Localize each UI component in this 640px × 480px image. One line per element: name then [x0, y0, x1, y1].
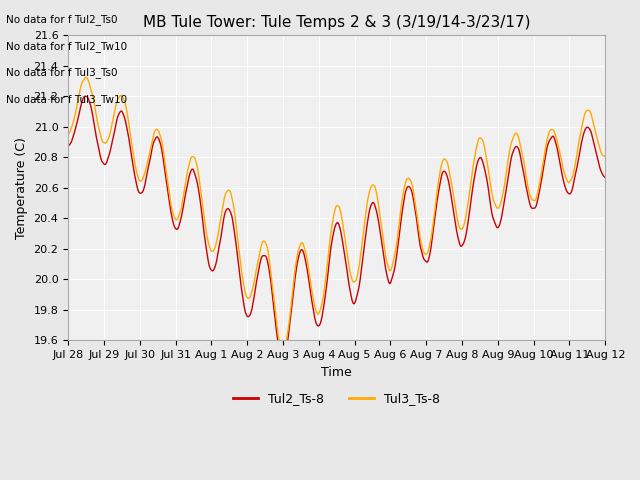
Tul2_Ts-8 [213, 257, 221, 263]
Tul2_Ts-8 [278, 361, 286, 367]
Tul3_Ts-8 [419, 248, 427, 253]
Tul2_Ts-8 [74, 116, 82, 122]
Tul3_Ts-8 [403, 176, 411, 181]
Tul3_Ts-8 [130, 155, 138, 160]
Tul2_Ts-8 [64, 143, 72, 149]
Text: No data for f Tul3_Ts0: No data for f Tul3_Ts0 [6, 67, 118, 78]
Title: MB Tule Tower: Tule Temps 2 & 3 (3/19/14-3/23/17): MB Tule Tower: Tule Temps 2 & 3 (3/19/14… [143, 15, 531, 30]
Legend: Tul2_Ts-8, Tul3_Ts-8: Tul2_Ts-8, Tul3_Ts-8 [228, 387, 445, 410]
Tul3_Ts-8 [602, 154, 609, 159]
Text: No data for f Tul2_Tw10: No data for f Tul2_Tw10 [6, 41, 127, 52]
Y-axis label: Temperature (C): Temperature (C) [15, 137, 28, 239]
Text: No data for f Tul3_Tw10: No data for f Tul3_Tw10 [6, 94, 127, 105]
X-axis label: Time: Time [321, 366, 352, 379]
Tul3_Ts-8 [278, 351, 286, 357]
Tul3_Ts-8 [74, 98, 82, 104]
Tul3_Ts-8 [213, 238, 221, 243]
Tul2_Ts-8 [602, 174, 609, 180]
Text: No data for f Tul2_Ts0: No data for f Tul2_Ts0 [6, 14, 118, 25]
Tul2_Ts-8 [403, 184, 411, 190]
Tul2_Ts-8 [81, 93, 89, 99]
Tul2_Ts-8 [419, 254, 427, 260]
Line: Tul3_Ts-8: Tul3_Ts-8 [68, 77, 605, 354]
Tul3_Ts-8 [64, 131, 72, 136]
Tul3_Ts-8 [184, 165, 192, 170]
Tul2_Ts-8 [184, 177, 192, 182]
Line: Tul2_Ts-8: Tul2_Ts-8 [68, 96, 605, 364]
Tul3_Ts-8 [83, 74, 90, 80]
Tul2_Ts-8 [130, 168, 138, 173]
